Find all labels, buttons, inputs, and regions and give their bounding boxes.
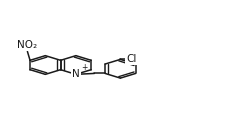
Text: Cl: Cl: [126, 54, 136, 64]
Text: N: N: [72, 69, 80, 79]
Text: +: +: [81, 63, 87, 72]
Text: NO₂: NO₂: [17, 40, 37, 50]
